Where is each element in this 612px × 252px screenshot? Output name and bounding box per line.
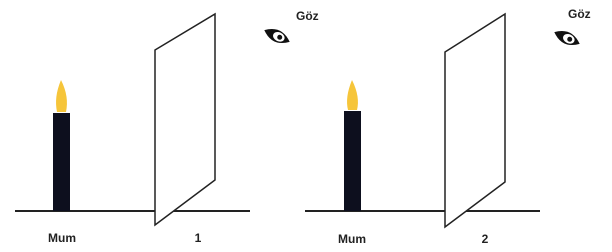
eye-label: Göz [296, 9, 319, 23]
plane-label: 1 [195, 231, 202, 245]
candle [53, 113, 70, 211]
eye [552, 27, 582, 50]
eye [262, 25, 292, 48]
panel: Göz Mum 1 [15, 9, 319, 245]
plane-label: 2 [482, 232, 489, 246]
eye-label: Göz [568, 7, 591, 21]
plane [445, 14, 505, 227]
candle-label: Mum [48, 231, 76, 245]
candle-flame [56, 80, 67, 112]
diagram: Göz Mum 1 Göz Mum 2 [0, 0, 612, 252]
plane [155, 14, 215, 225]
candle-label: Mum [338, 232, 366, 246]
candle-flame [347, 80, 358, 110]
candle [344, 111, 361, 211]
panel: Göz Mum 2 [305, 7, 591, 246]
